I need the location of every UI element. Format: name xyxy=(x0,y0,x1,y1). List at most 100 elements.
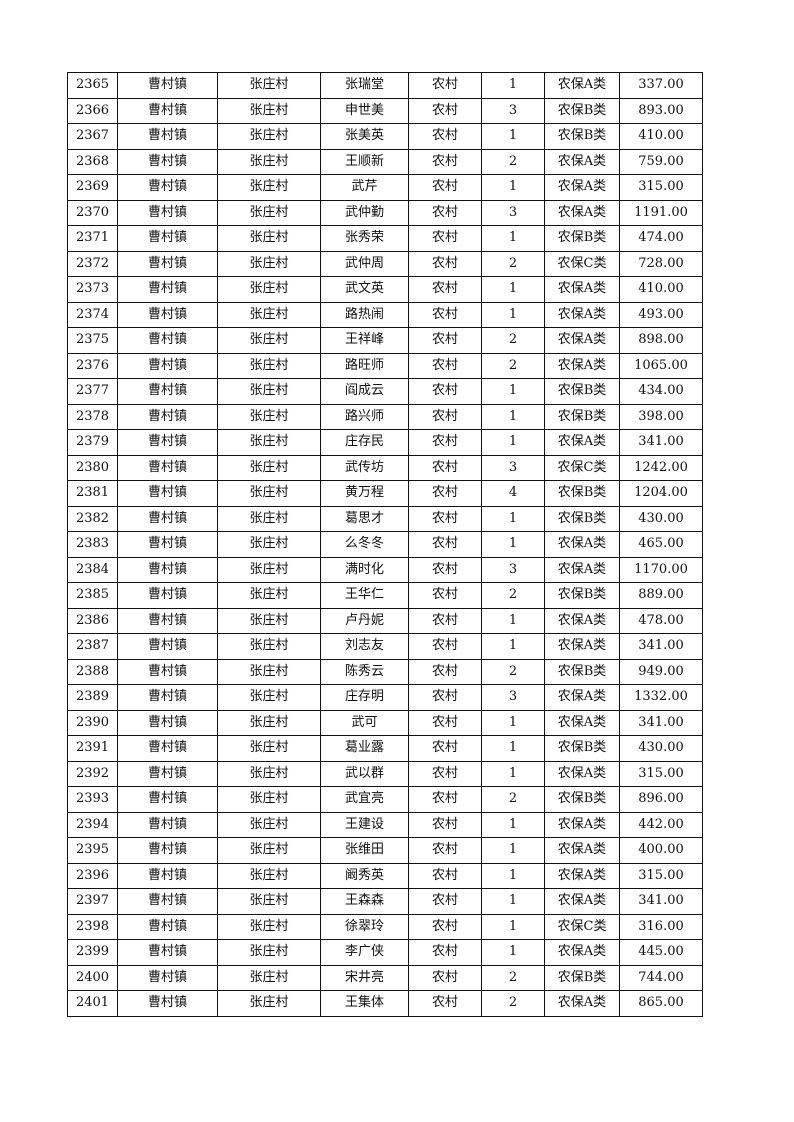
table-row: 2385 曹村镇 张庄村 王华仁 农村 2 农保B类 889.00 xyxy=(67,582,703,609)
cell-town: 曹村镇 xyxy=(117,148,218,175)
cell-member-count: 2 xyxy=(481,327,545,354)
cell-member-count: 1 xyxy=(481,378,545,405)
cell-household-type: 农村 xyxy=(408,888,482,915)
cell-name: 武文英 xyxy=(320,276,409,303)
table-row: 2366 曹村镇 张庄村 申世美 农村 3 农保B类 893.00 xyxy=(67,97,703,124)
cell-member-count: 1 xyxy=(481,837,545,864)
table-row: 2374 曹村镇 张庄村 路热闹 农村 1 农保A类 493.00 xyxy=(67,301,703,328)
cell-town: 曹村镇 xyxy=(117,378,218,405)
cell-row-number: 2387 xyxy=(67,633,118,660)
cell-insurance-category: 农保B类 xyxy=(544,582,620,609)
table-row: 2389 曹村镇 张庄村 庄存明 农村 3 农保A类 1332.00 xyxy=(67,684,703,711)
cell-amount: 759.00 xyxy=(619,148,703,175)
cell-amount: 493.00 xyxy=(619,301,703,328)
cell-household-type: 农村 xyxy=(408,684,482,711)
cell-household-type: 农村 xyxy=(408,327,482,354)
cell-insurance-category: 农保A类 xyxy=(544,684,620,711)
cell-town: 曹村镇 xyxy=(117,811,218,838)
cell-town: 曹村镇 xyxy=(117,174,218,201)
cell-household-type: 农村 xyxy=(408,913,482,940)
table-row: 2401 曹村镇 张庄村 王集体 农村 2 农保A类 865.00 xyxy=(67,990,703,1017)
cell-amount: 315.00 xyxy=(619,862,703,889)
cell-name: 王祥峰 xyxy=(320,327,409,354)
cell-member-count: 2 xyxy=(481,990,545,1017)
cell-name: 黄万程 xyxy=(320,480,409,507)
cell-amount: 893.00 xyxy=(619,97,703,124)
cell-town: 曹村镇 xyxy=(117,939,218,966)
cell-amount: 341.00 xyxy=(619,888,703,915)
cell-insurance-category: 农保A类 xyxy=(544,811,620,838)
cell-household-type: 农村 xyxy=(408,735,482,762)
cell-row-number: 2377 xyxy=(67,378,118,405)
cell-name: 阚秀英 xyxy=(320,862,409,889)
cell-member-count: 3 xyxy=(481,199,545,226)
table-row: 2369 曹村镇 张庄村 武芹 农村 1 农保A类 315.00 xyxy=(67,174,703,201)
cell-amount: 1065.00 xyxy=(619,352,703,379)
cell-insurance-category: 农保A类 xyxy=(544,199,620,226)
cell-household-type: 农村 xyxy=(408,72,482,99)
table-row: 2396 曹村镇 张庄村 阚秀英 农村 1 农保A类 315.00 xyxy=(67,862,703,889)
cell-row-number: 2369 xyxy=(67,174,118,201)
cell-row-number: 2401 xyxy=(67,990,118,1017)
cell-town: 曹村镇 xyxy=(117,403,218,430)
cell-town: 曹村镇 xyxy=(117,301,218,328)
cell-town: 曹村镇 xyxy=(117,429,218,456)
cell-village: 张庄村 xyxy=(217,735,321,762)
cell-member-count: 1 xyxy=(481,429,545,456)
table-row: 2380 曹村镇 张庄村 武传坊 农村 3 农保C类 1242.00 xyxy=(67,454,703,481)
cell-village: 张庄村 xyxy=(217,378,321,405)
cell-row-number: 2368 xyxy=(67,148,118,175)
cell-name: 武传坊 xyxy=(320,454,409,481)
cell-member-count: 1 xyxy=(481,913,545,940)
cell-town: 曹村镇 xyxy=(117,913,218,940)
table-row: 2387 曹村镇 张庄村 刘志友 农村 1 农保A类 341.00 xyxy=(67,633,703,660)
cell-insurance-category: 农保A类 xyxy=(544,760,620,787)
cell-village: 张庄村 xyxy=(217,72,321,99)
cell-name: 葛思才 xyxy=(320,505,409,532)
cell-household-type: 农村 xyxy=(408,505,482,532)
cell-name: 陈秀云 xyxy=(320,658,409,685)
cell-town: 曹村镇 xyxy=(117,964,218,991)
cell-amount: 728.00 xyxy=(619,250,703,277)
cell-member-count: 2 xyxy=(481,658,545,685)
cell-village: 张庄村 xyxy=(217,607,321,634)
cell-member-count: 1 xyxy=(481,123,545,150)
cell-member-count: 1 xyxy=(481,633,545,660)
cell-village: 张庄村 xyxy=(217,913,321,940)
cell-household-type: 农村 xyxy=(408,607,482,634)
cell-household-type: 农村 xyxy=(408,862,482,889)
cell-insurance-category: 农保B类 xyxy=(544,97,620,124)
cell-amount: 889.00 xyxy=(619,582,703,609)
cell-name: 路兴师 xyxy=(320,403,409,430)
cell-household-type: 农村 xyxy=(408,939,482,966)
cell-insurance-category: 农保B类 xyxy=(544,505,620,532)
cell-town: 曹村镇 xyxy=(117,607,218,634)
cell-member-count: 2 xyxy=(481,148,545,175)
cell-amount: 315.00 xyxy=(619,174,703,201)
cell-town: 曹村镇 xyxy=(117,684,218,711)
table-row: 2391 曹村镇 张庄村 葛业露 农村 1 农保B类 430.00 xyxy=(67,735,703,762)
cell-amount: 341.00 xyxy=(619,429,703,456)
cell-amount: 430.00 xyxy=(619,505,703,532)
cell-village: 张庄村 xyxy=(217,531,321,558)
cell-amount: 865.00 xyxy=(619,990,703,1017)
table-row: 2390 曹村镇 张庄村 武可 农村 1 农保A类 341.00 xyxy=(67,709,703,736)
table-row: 2371 曹村镇 张庄村 张秀荣 农村 1 农保B类 474.00 xyxy=(67,225,703,252)
cell-member-count: 3 xyxy=(481,556,545,583)
cell-village: 张庄村 xyxy=(217,658,321,685)
cell-row-number: 2392 xyxy=(67,760,118,787)
cell-village: 张庄村 xyxy=(217,148,321,175)
cell-town: 曹村镇 xyxy=(117,760,218,787)
table-row: 2400 曹村镇 张庄村 宋井亮 农村 2 农保B类 744.00 xyxy=(67,964,703,991)
cell-row-number: 2372 xyxy=(67,250,118,277)
cell-insurance-category: 农保A类 xyxy=(544,327,620,354)
cell-amount: 898.00 xyxy=(619,327,703,354)
cell-insurance-category: 农保B类 xyxy=(544,403,620,430)
cell-amount: 949.00 xyxy=(619,658,703,685)
cell-insurance-category: 农保C类 xyxy=(544,454,620,481)
cell-name: 庄存民 xyxy=(320,429,409,456)
cell-insurance-category: 农保B类 xyxy=(544,480,620,507)
cell-insurance-category: 农保A类 xyxy=(544,72,620,99)
table-row: 2395 曹村镇 张庄村 张维田 农村 1 农保A类 400.00 xyxy=(67,837,703,864)
cell-row-number: 2378 xyxy=(67,403,118,430)
